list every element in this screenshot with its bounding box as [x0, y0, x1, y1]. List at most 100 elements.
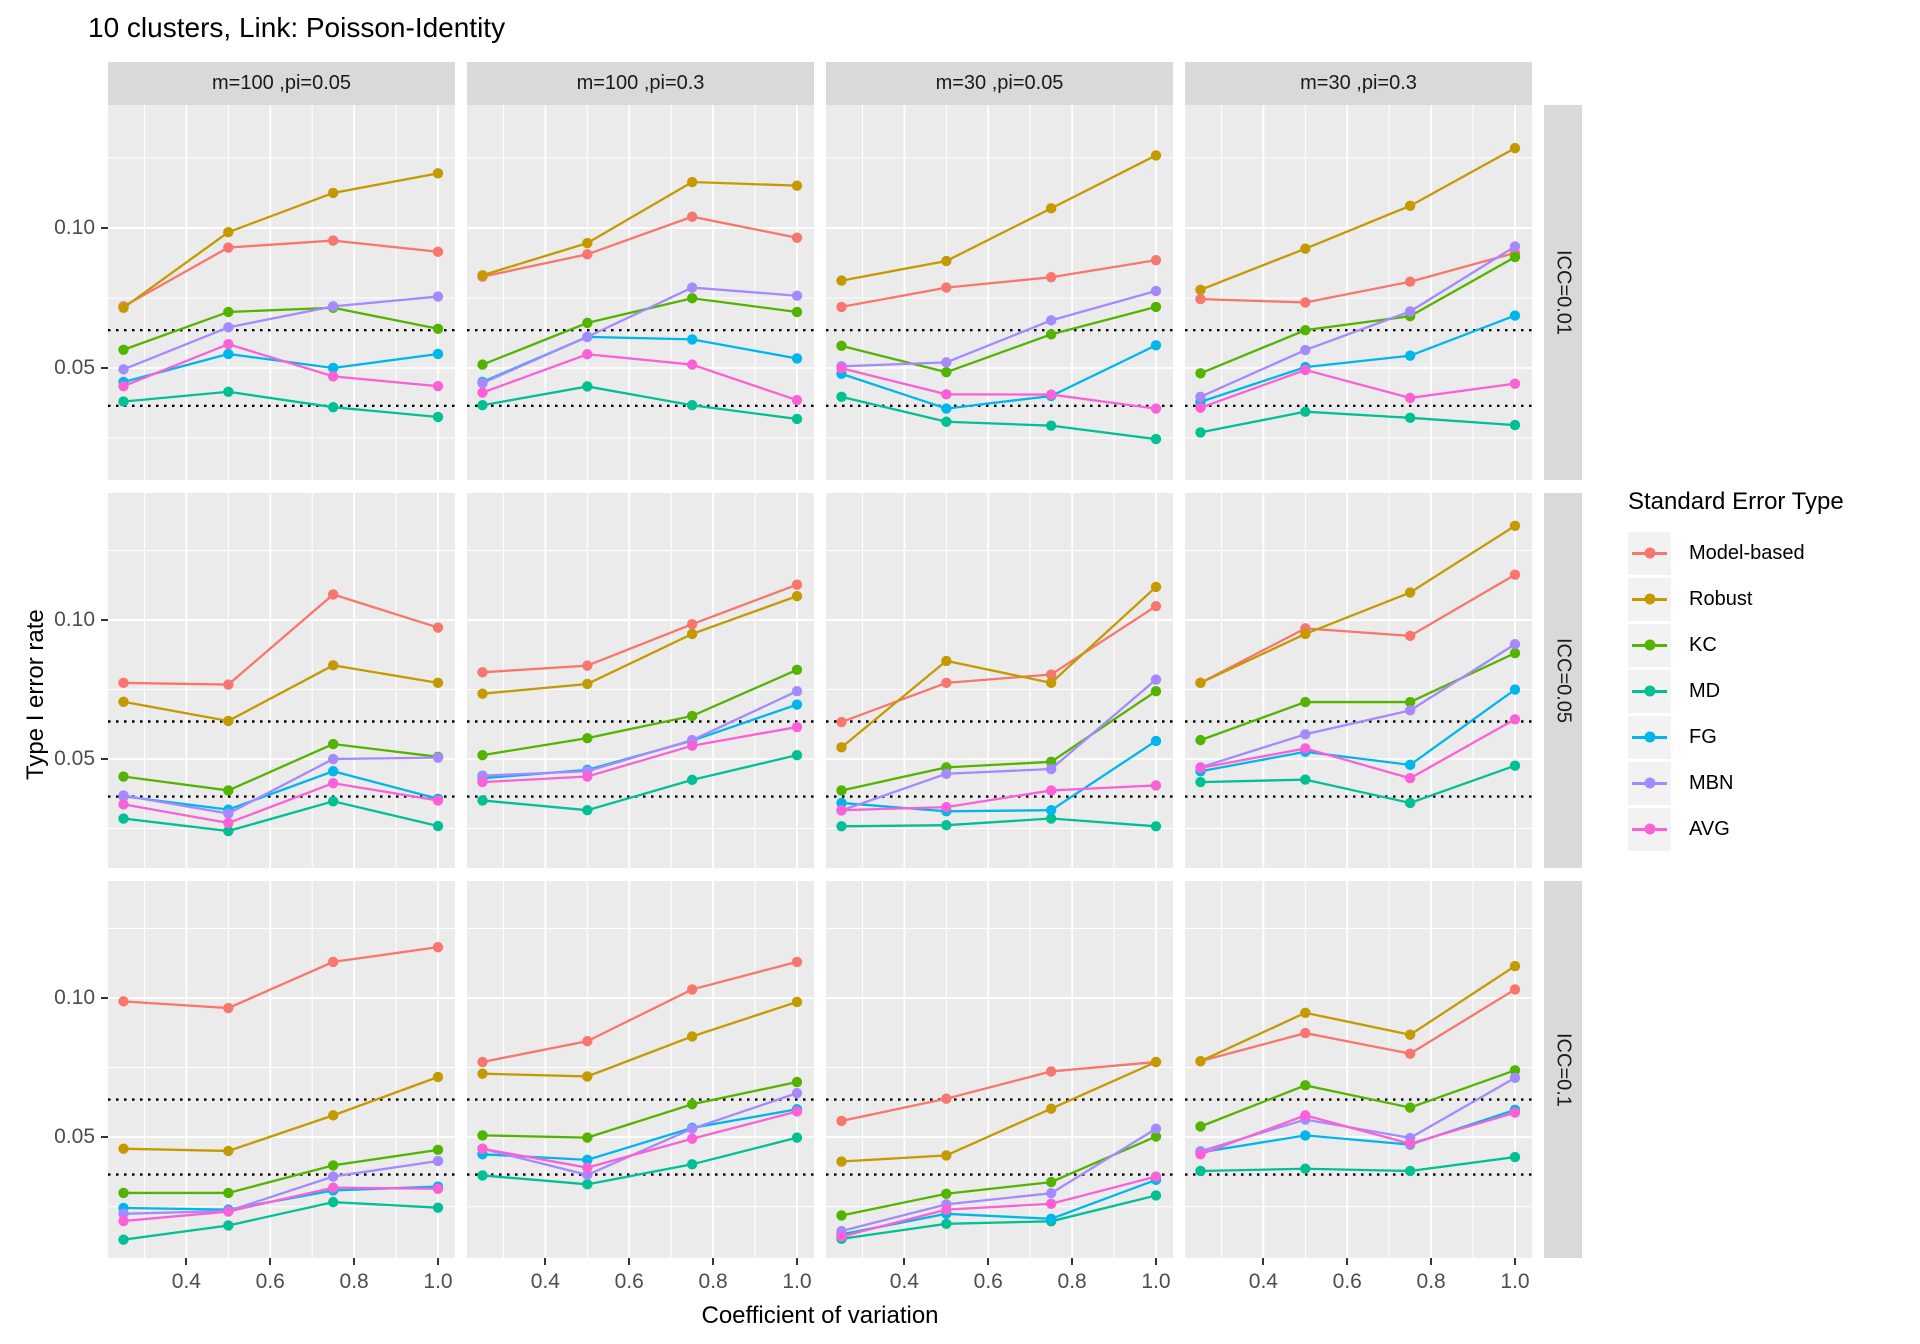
data-point-kc	[1300, 324, 1311, 336]
data-point-fg	[582, 1154, 593, 1166]
x-tick-mark	[269, 1258, 272, 1265]
y-tick-mark	[101, 619, 108, 622]
x-tick-mark	[353, 1258, 356, 1265]
facet-panel	[1185, 105, 1532, 480]
x-tick-mark	[903, 1258, 906, 1265]
data-point-md	[791, 1132, 803, 1143]
data-point-md	[432, 820, 444, 832]
x-tick-label: 1.0	[423, 1270, 453, 1293]
data-point-model-based	[327, 956, 339, 968]
x-tick-label: 0.4	[171, 1270, 201, 1293]
y-tick-label: 0.10	[54, 608, 95, 632]
data-point-kc	[1300, 1080, 1311, 1091]
data-point-md	[1404, 412, 1416, 424]
data-point-mbn	[1509, 241, 1521, 252]
data-point-avg	[686, 1133, 698, 1144]
data-point-mbn	[941, 357, 952, 368]
data-point-kc	[791, 306, 803, 318]
legend-key	[1628, 807, 1671, 851]
data-point-model-based	[941, 677, 952, 689]
data-point-md	[1509, 419, 1521, 431]
data-point-robust	[941, 255, 952, 267]
data-point-robust	[477, 1068, 488, 1079]
data-point-md	[1150, 821, 1162, 832]
data-point-avg	[1404, 773, 1416, 784]
data-point-kc	[1300, 696, 1311, 708]
data-point-kc	[118, 344, 129, 355]
series-line-model-based	[122, 239, 439, 308]
x-tick-label: 1.0	[1141, 1270, 1171, 1293]
data-point-model-based	[1300, 1027, 1311, 1039]
data-point-robust	[477, 270, 488, 281]
data-point-kc	[223, 785, 234, 796]
data-point-avg	[1150, 780, 1162, 791]
data-point-robust	[582, 237, 593, 249]
data-point-mbn	[1300, 729, 1311, 740]
series-line-model-based	[841, 605, 1157, 724]
x-tick-mark	[1155, 1258, 1157, 1265]
series-line-avg	[123, 342, 439, 388]
series-line-avg	[841, 367, 1157, 410]
data-point-robust	[327, 1110, 339, 1121]
data-point-md	[327, 796, 339, 807]
series-line-fg	[841, 344, 1157, 410]
x-tick-label: 0.6	[1332, 1270, 1362, 1293]
data-point-model-based	[118, 677, 129, 689]
data-point-avg	[477, 1143, 488, 1154]
x-tick-mark	[1514, 1258, 1516, 1265]
data-point-mbn	[1045, 315, 1057, 326]
data-point-robust	[791, 590, 803, 602]
legend-key-point-sample	[1644, 639, 1655, 651]
data-point-md	[791, 413, 803, 425]
y-tick-mark	[101, 366, 108, 369]
data-point-model-based	[1404, 276, 1416, 287]
data-point-avg	[1509, 378, 1521, 389]
y-tick-mark	[101, 1136, 108, 1139]
series-line-model-based	[482, 960, 798, 1064]
data-point-model-based	[686, 619, 698, 630]
series-line-kc	[482, 297, 798, 366]
facet-row-strip: ICC=0.05	[1544, 493, 1582, 868]
series-line-kc	[123, 1148, 439, 1195]
x-tick-mark	[1071, 1258, 1074, 1265]
data-point-md	[477, 400, 488, 411]
data-point-kc	[686, 293, 698, 304]
data-point-kc	[1195, 368, 1206, 379]
data-point-robust	[1045, 677, 1057, 689]
data-point-avg	[686, 359, 698, 370]
data-point-avg	[223, 338, 234, 350]
y-tick-mark	[101, 997, 108, 1000]
data-point-robust	[941, 1150, 952, 1161]
series-line-md	[123, 1200, 439, 1241]
legend-entries: Model-based Robust KC MD FG MBN AVG	[1628, 530, 1844, 852]
data-point-md	[1509, 760, 1521, 771]
data-point-mbn	[1045, 1188, 1057, 1199]
data-point-model-based	[941, 282, 952, 293]
series-line-md	[841, 817, 1157, 828]
facet-column-strip: m=30 ,pi=0.3	[1185, 62, 1532, 105]
facet-column-strip: m=100 ,pi=0.3	[467, 62, 814, 105]
data-point-md	[1150, 433, 1162, 445]
data-point-mbn	[1150, 674, 1162, 685]
legend-entry-label: MBN	[1689, 771, 1734, 794]
data-point-kc	[1045, 329, 1057, 340]
data-point-avg	[477, 387, 488, 398]
data-point-md	[432, 1202, 444, 1213]
data-point-kc	[1150, 686, 1162, 697]
data-point-robust	[327, 187, 339, 199]
data-point-kc	[582, 317, 593, 329]
data-point-md	[1509, 1151, 1521, 1163]
data-point-avg	[582, 771, 593, 782]
facet-panel	[826, 105, 1173, 480]
data-point-mbn	[1404, 306, 1416, 317]
data-point-model-based	[223, 1002, 234, 1014]
data-point-fg	[791, 699, 803, 710]
legend-title: Standard Error Type	[1628, 488, 1844, 515]
data-point-kc	[223, 306, 234, 318]
data-point-md	[223, 825, 234, 837]
data-point-model-based	[791, 579, 803, 590]
data-point-kc	[477, 1130, 488, 1141]
data-point-model-based	[1045, 669, 1057, 680]
series-line-kc	[841, 305, 1157, 374]
data-point-model-based	[327, 235, 339, 246]
